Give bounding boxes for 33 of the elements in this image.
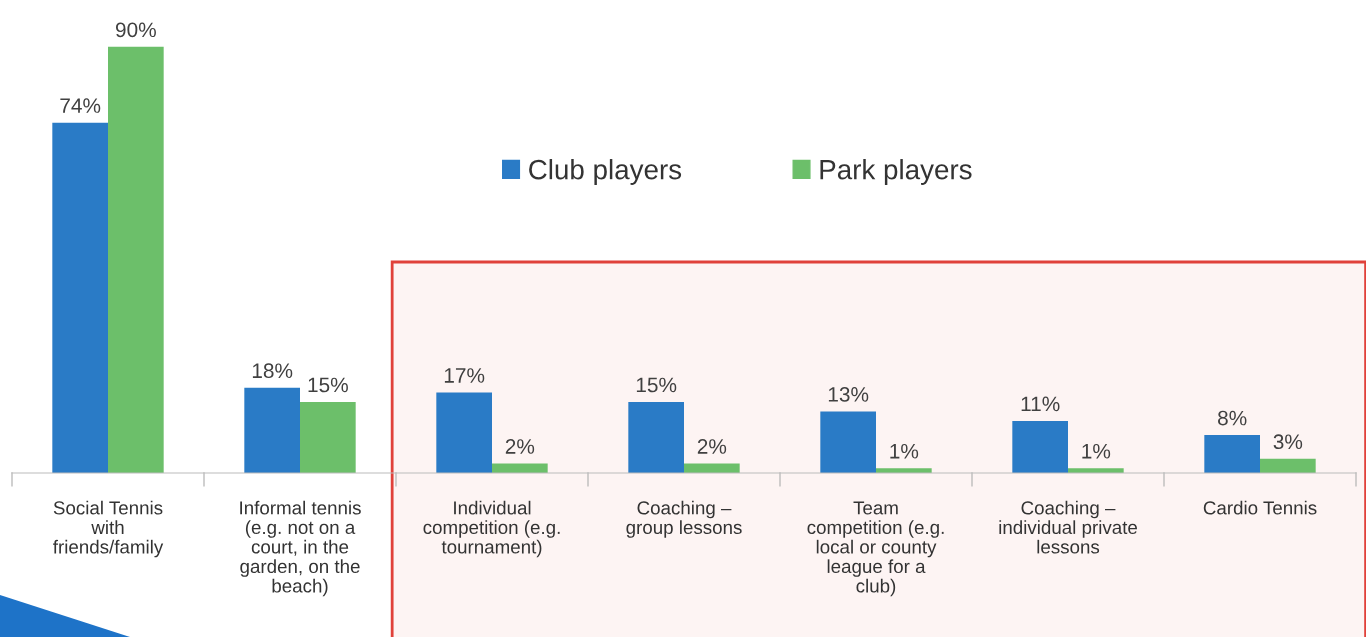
bar [436, 392, 492, 473]
bar [1012, 420, 1068, 473]
x-tick-label: Coaching – group lessons [626, 500, 742, 538]
data-label: 15% [308, 377, 348, 393]
data-label: 8% [1218, 410, 1247, 426]
data-label: 90% [115, 22, 156, 38]
data-label: 2% [505, 439, 535, 454]
legend-label: Club players [529, 159, 682, 185]
x-tick-label: Social Tennis with friends/family [53, 500, 164, 558]
data-label: 1% [1082, 443, 1111, 459]
bar [244, 387, 300, 473]
data-label: 18% [252, 363, 293, 379]
x-tick-label: Informal tennis (e.g. not on a court, in the garden, on the beach) [240, 500, 361, 597]
bar [52, 122, 108, 473]
data-label: 13% [828, 387, 869, 402]
data-label: 74% [60, 98, 101, 113]
x-tick-label: Individual competition (e.g. tournament) [423, 500, 560, 558]
data-label: 15% [636, 377, 677, 393]
x-tick-label: Cardio Tennis [1203, 500, 1317, 515]
data-label: 11% [1021, 396, 1060, 412]
data-label: 2% [697, 439, 727, 454]
bar [820, 411, 876, 473]
bar [300, 401, 356, 473]
data-label: 1% [890, 443, 919, 459]
data-label: 3% [1273, 434, 1303, 450]
bar [1204, 435, 1260, 473]
x-tick-label: Coaching – individual private lessons [999, 500, 1137, 554]
bar [628, 401, 684, 473]
bar [108, 46, 164, 473]
bar [1260, 458, 1316, 473]
data-label: 17% [444, 368, 485, 383]
legend-label: Park players [820, 159, 972, 185]
x-tick-label: Team competition (e.g. local or county league for a club) [807, 501, 944, 597]
